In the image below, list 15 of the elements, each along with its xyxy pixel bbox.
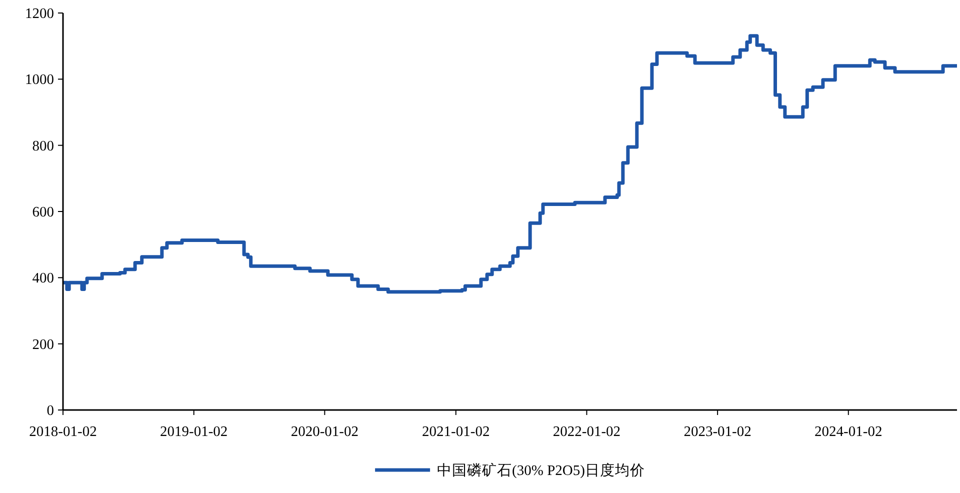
x-tick-label: 2020-01-02: [290, 424, 359, 440]
x-tick-label: 2022-01-02: [552, 424, 621, 440]
y-tick-label: 0: [46, 403, 54, 419]
y-tick-label: 1000: [25, 72, 54, 88]
y-tick-label: 800: [32, 138, 54, 154]
y-tick-label: 600: [32, 204, 54, 220]
y-tick-label: 1200: [25, 6, 54, 22]
x-tick-label: 2018-01-02: [29, 424, 97, 440]
y-tick-label: 400: [32, 270, 54, 287]
x-tick-label: 2023-01-02: [684, 424, 752, 440]
x-tick-label: 2024-01-02: [814, 424, 882, 440]
x-tick-label: 2019-01-02: [160, 424, 228, 440]
x-tick-label: 2021-01-02: [422, 424, 490, 440]
y-tick-label: 200: [32, 336, 54, 353]
legend-label: 中国磷矿石(30% P2O5)日度均价: [437, 462, 645, 479]
